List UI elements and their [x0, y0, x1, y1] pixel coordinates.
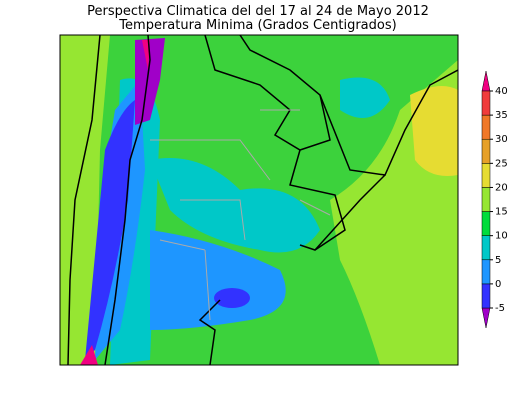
colorbar-tick-label: 10: [495, 231, 508, 242]
colorbar-tick-label: 20: [495, 182, 508, 193]
colorbar-band: [481, 114, 491, 140]
colorbar-tick-label: 0: [495, 279, 501, 290]
colorbar-band: [481, 211, 491, 236]
colorbar-band: [481, 187, 491, 212]
colorbar-tick-label: 40: [495, 86, 508, 97]
colorbar-band: [481, 90, 491, 116]
colorbar-band: [481, 235, 491, 261]
colorbar-end: [481, 307, 491, 329]
colorbar-tick-label: 25: [495, 158, 508, 169]
map-title: Perspectiva Climatica del del 17 al 24 d…: [87, 4, 429, 19]
colorbar-tick-label: 35: [495, 110, 508, 121]
colorbar-band: [481, 138, 491, 164]
colorbar-tick-label: -5: [495, 303, 505, 314]
colorbar-band: [481, 259, 491, 285]
colorbar-tick-label: 30: [495, 134, 508, 145]
colorbar-tick-label: 5: [495, 255, 501, 266]
colorbar: -5 0 5 10 15 20 25 30 35 40: [481, 70, 508, 329]
map: [59, 34, 459, 366]
colorbar-band: [481, 163, 491, 188]
colorbar-tick-label: 15: [495, 207, 508, 218]
colorbar-band: [481, 283, 491, 309]
colorbar-end: [481, 70, 491, 92]
map-subtitle: Temperatura Minima (Grados Centigrados): [118, 18, 396, 33]
